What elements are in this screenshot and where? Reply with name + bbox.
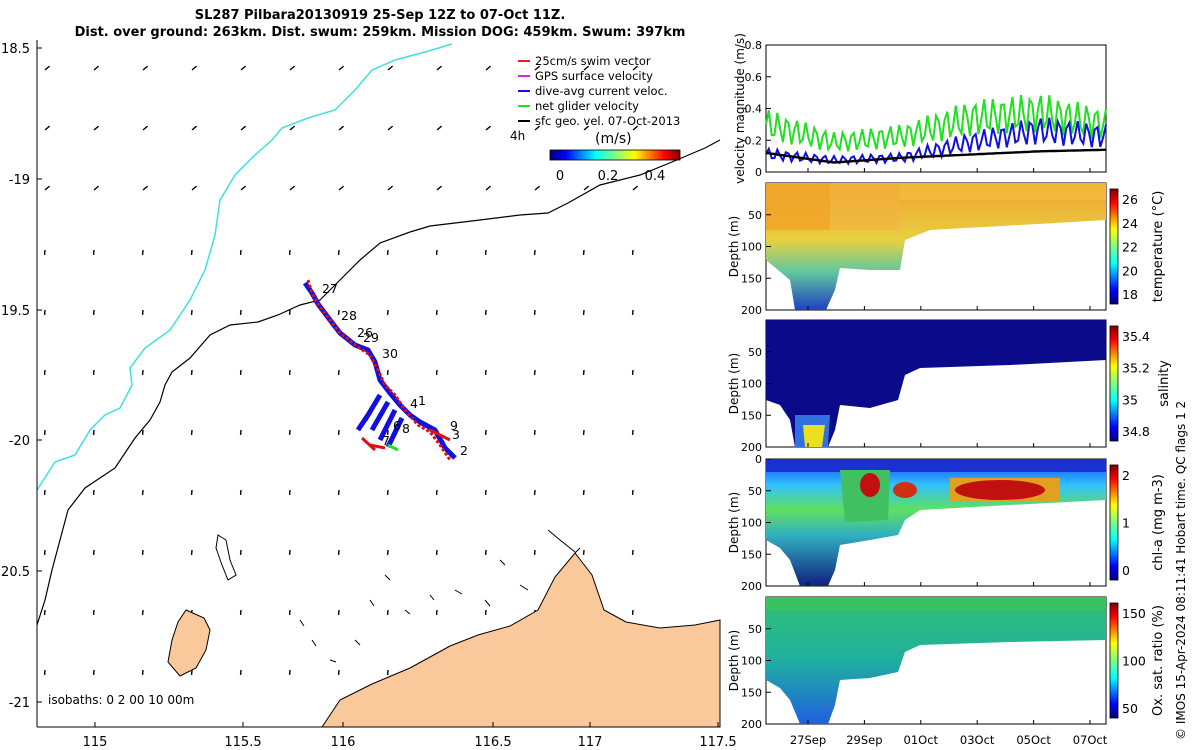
current-arrow xyxy=(632,125,639,131)
current-arrow xyxy=(632,185,639,191)
map-axes xyxy=(36,40,720,728)
colorbar-label: (m/s) xyxy=(595,131,632,147)
current-arrow xyxy=(583,185,590,191)
current-arrow xyxy=(338,185,345,191)
map-x-tick-labels: 115 115.5 116 116.5 117 117.5 xyxy=(83,722,737,750)
day-label: 2 xyxy=(460,443,468,458)
current-arrow xyxy=(534,65,541,71)
day-label: 4 xyxy=(410,396,418,411)
current-arrow xyxy=(142,65,149,71)
current-arrow xyxy=(142,125,149,131)
current-arrow xyxy=(534,125,541,131)
current-arrow-field xyxy=(43,65,639,676)
legend-label: 25cm/s swim vector xyxy=(535,54,651,68)
current-arrow xyxy=(93,65,100,71)
map-y-tick-label: 20.5 xyxy=(1,565,30,580)
day-label: 3 xyxy=(452,427,460,442)
current-arrow xyxy=(289,185,296,191)
current-arrow xyxy=(387,65,394,71)
current-arrow xyxy=(191,125,198,131)
current-arrow xyxy=(338,125,345,131)
day-label: 1 xyxy=(418,393,426,408)
isobath-200m xyxy=(36,139,721,626)
current-arrow xyxy=(289,65,296,71)
day-label: 6 xyxy=(393,418,401,433)
current-arrow xyxy=(436,65,443,71)
day-label: 9 xyxy=(450,418,458,433)
map-x-tick-label: 116 xyxy=(331,735,356,750)
isobaths-label: isobaths: 0 2 00 10 00m xyxy=(48,693,194,707)
land-island-large xyxy=(167,609,211,677)
current-arrow xyxy=(632,65,639,71)
land-mainland xyxy=(321,552,721,728)
land-island-small xyxy=(215,534,237,581)
current-arrow xyxy=(142,185,149,191)
map-y-tick-labels: 18.5 -19 19.5 -20 20.5 -21 xyxy=(1,42,42,711)
current-arrow xyxy=(387,125,394,131)
current-arrow xyxy=(583,65,590,71)
current-arrow xyxy=(289,125,296,131)
legend-label: sfc geo. vel. 07-Oct-2013 xyxy=(535,114,680,128)
legend-label: dive-avg current veloc. xyxy=(535,84,668,98)
current-arrow xyxy=(485,125,492,131)
legend-label: net glider velocity xyxy=(535,99,639,113)
legend-label: GPS surface velocity xyxy=(535,69,653,83)
current-arrow xyxy=(436,125,443,131)
current-arrow xyxy=(93,185,100,191)
current-arrow xyxy=(191,185,198,191)
map-y-tick-label: 19.5 xyxy=(1,304,30,319)
isobath-0m xyxy=(36,43,453,491)
colorbar-tick-label: 0.4 xyxy=(645,169,666,184)
map-x-tick-label: 117 xyxy=(578,735,603,750)
colorbar-ticks: 0 0.2 0.4 xyxy=(556,169,665,184)
current-arrow xyxy=(387,185,394,191)
day-label: 28 xyxy=(341,308,357,323)
map-x-tick-label: 116.5 xyxy=(474,735,511,750)
current-arrow xyxy=(436,185,443,191)
glider-track xyxy=(302,279,457,461)
current-arrow xyxy=(583,125,590,131)
map-y-tick-label: -19 xyxy=(9,173,30,188)
colorbar-tick-label: 0.2 xyxy=(598,169,619,184)
chart-title-line2: Dist. over ground: 263km. Dist. swum: 25… xyxy=(74,25,686,40)
current-arrow xyxy=(44,125,51,131)
current-arrow xyxy=(240,125,247,131)
day-label: 30 xyxy=(382,346,398,361)
current-arrow xyxy=(93,125,100,131)
map-y-tick-label: 18.5 xyxy=(1,42,30,57)
scale-label: 4h xyxy=(510,129,525,143)
map-y-tick-label: -20 xyxy=(9,434,30,449)
current-arrow xyxy=(485,185,492,191)
land-islets xyxy=(299,529,581,663)
current-arrow xyxy=(485,65,492,71)
map-x-tick-label: 115 xyxy=(83,735,108,750)
day-label: 26 xyxy=(357,325,373,340)
day-label: 8 xyxy=(402,421,410,436)
chart-title-line1: SL287 Pilbara20130919 25-Sep 12Z to 07-O… xyxy=(194,8,566,23)
map-y-tick-label: -21 xyxy=(9,696,30,711)
current-arrow xyxy=(534,185,541,191)
day-label: 29 xyxy=(363,330,379,345)
current-arrow xyxy=(240,65,247,71)
current-arrow xyxy=(338,65,345,71)
day-label: 7 xyxy=(382,433,390,448)
current-arrow xyxy=(191,65,198,71)
current-arrow xyxy=(44,185,51,191)
map-x-tick-label: 115.5 xyxy=(224,735,261,750)
day-label: 27 xyxy=(322,281,338,296)
current-arrow xyxy=(44,65,51,71)
colorbar xyxy=(549,149,681,161)
current-arrow xyxy=(240,185,247,191)
map-x-tick-label: 117.5 xyxy=(699,735,736,750)
colorbar-tick-label: 0 xyxy=(556,169,564,184)
